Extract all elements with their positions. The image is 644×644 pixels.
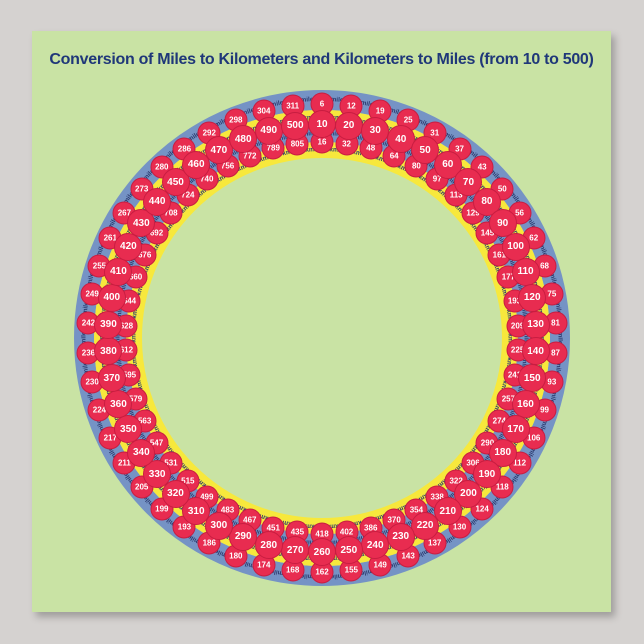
base-value: 230 (386, 522, 415, 551)
base-value: 410 (104, 257, 133, 286)
page-title: Conversion of Miles to Kilometers and Ki… (49, 51, 594, 68)
base-value: 500 (281, 111, 310, 140)
base-value: 490 (254, 116, 283, 145)
base-value: 290 (229, 522, 258, 551)
base-value: 420 (114, 232, 143, 261)
base-value: 110 (511, 257, 540, 286)
base-value: 220 (411, 511, 440, 540)
base-value: 260 (308, 538, 336, 566)
base-value: 480 (229, 125, 258, 154)
base-value: 10 (308, 110, 336, 138)
base-value: 370 (97, 364, 126, 393)
base-value: 340 (127, 438, 156, 467)
base-value: 180 (488, 438, 517, 467)
base-value: 240 (361, 531, 390, 560)
base-value: 270 (281, 536, 310, 565)
base-value: 150 (518, 364, 547, 393)
base-value: 360 (104, 390, 133, 419)
base-value: 250 (334, 536, 363, 565)
base-value: 120 (518, 283, 547, 312)
base-value: 470 (204, 136, 233, 165)
base-value: 400 (97, 283, 126, 312)
base-value: 330 (143, 460, 172, 489)
conversion-ring: milekmmilekmmilekmmilekmmilekmmilekmmile… (32, 31, 611, 612)
base-value: 20 (334, 111, 363, 140)
base-value: 300 (204, 511, 233, 540)
poster: Conversion of Miles to Kilometers and Ki… (32, 31, 611, 612)
base-value: 350 (114, 415, 143, 444)
base-value: 40 (386, 125, 415, 154)
base-value: 130 (521, 310, 550, 339)
base-value: 390 (94, 310, 123, 339)
base-value: 140 (521, 337, 550, 366)
base-value: 90 (488, 209, 517, 238)
base-value: 30 (361, 116, 390, 145)
km-to-miles-value: 87 (544, 341, 568, 365)
base-value: 380 (94, 337, 123, 366)
base-value: 280 (254, 531, 283, 560)
base-value: 100 (501, 232, 530, 261)
km-to-miles-value: 6 (310, 92, 334, 116)
base-value: 170 (501, 415, 530, 444)
base-value: 160 (511, 390, 540, 419)
